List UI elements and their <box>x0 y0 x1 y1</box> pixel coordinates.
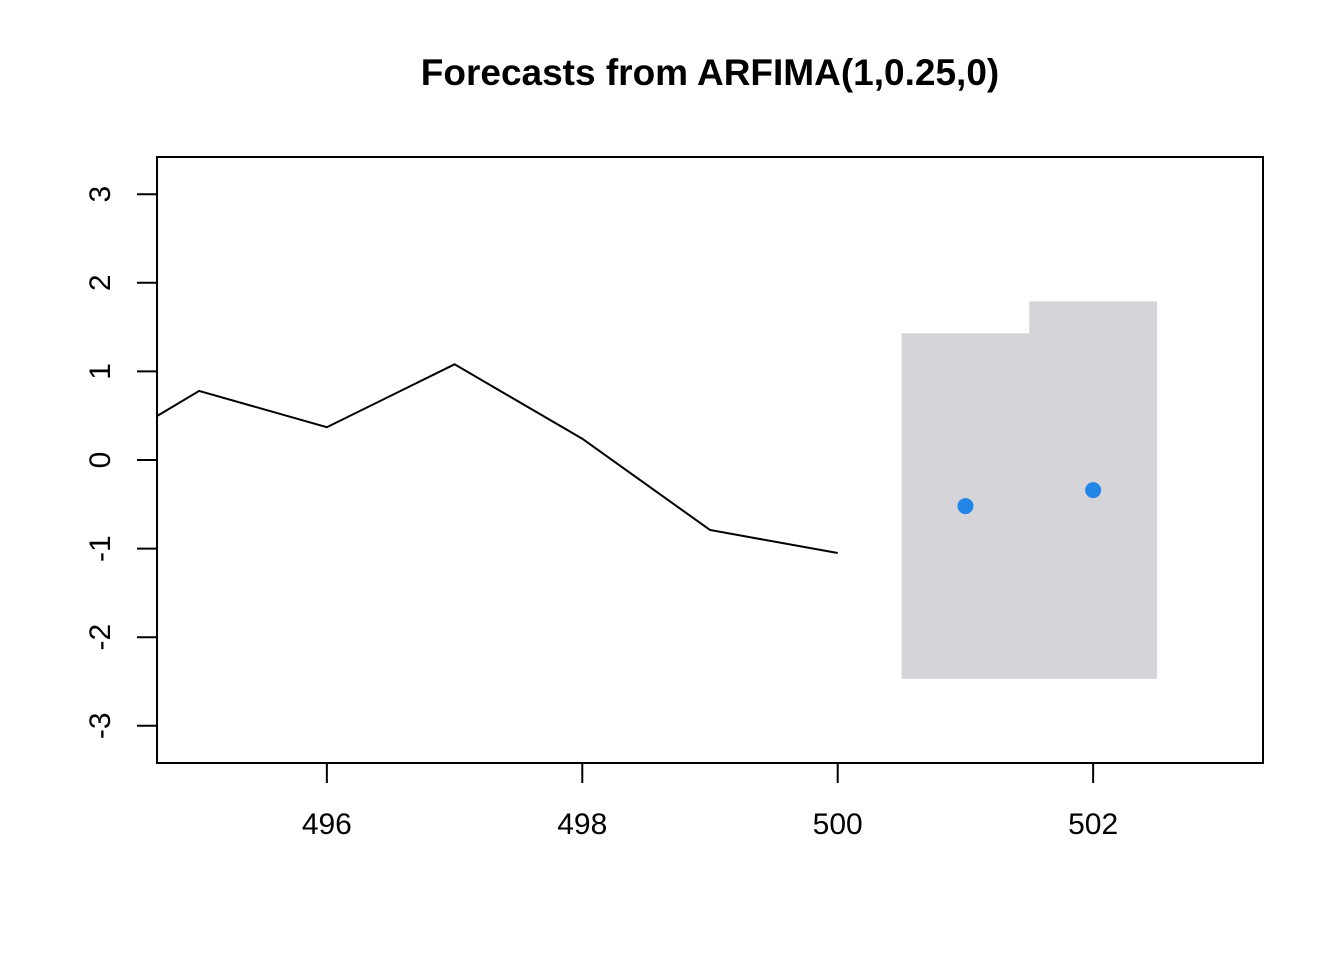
x-tick-label-500: 500 <box>813 808 863 841</box>
series-lines <box>157 363 838 555</box>
y-tick-label-3: 3 <box>84 186 117 203</box>
chart-title: Forecasts from ARFIMA(1,0.25,0) <box>420 52 1000 93</box>
y-tick-label-2: 2 <box>84 274 117 291</box>
y-tick-label-0: 0 <box>84 452 117 469</box>
x-tick-label-502: 502 <box>1068 808 1118 841</box>
y-tick-label--3: -3 <box>84 712 117 739</box>
y-tick-label--1: -1 <box>84 535 117 562</box>
forecast-point-501 <box>957 498 974 515</box>
forecast-point-502 <box>1085 482 1102 499</box>
prediction-intervals <box>901 301 1157 679</box>
series-line-0 <box>157 363 838 555</box>
x-axis: 496 498 500 502 <box>302 763 1118 841</box>
y-tick-label-1: 1 <box>84 363 117 380</box>
y-tick-label--2: -2 <box>84 624 117 651</box>
y-axis: -3 -2 -1 0 1 2 3 <box>84 186 157 739</box>
x-tick-label-498: 498 <box>557 808 607 841</box>
x-tick-label-496: 496 <box>302 808 352 841</box>
forecast-points <box>957 482 1102 515</box>
